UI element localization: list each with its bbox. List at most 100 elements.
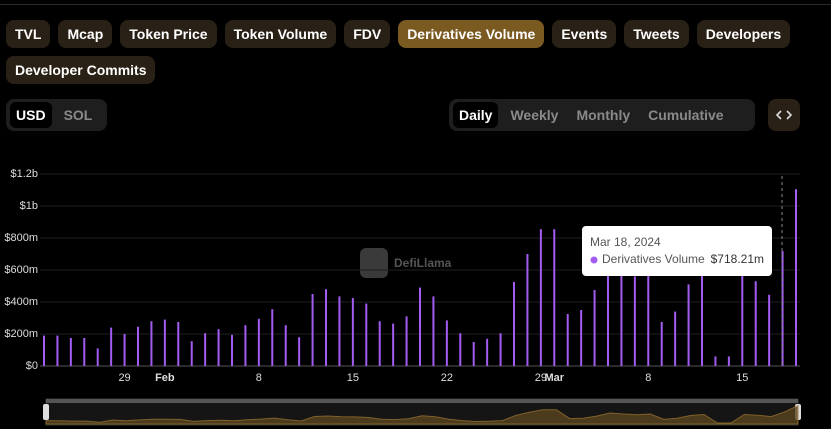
tooltip-value: $718.21m xyxy=(711,252,764,266)
bar xyxy=(620,270,623,366)
bar xyxy=(110,327,113,366)
bar xyxy=(123,334,126,366)
x-tick-label: 22 xyxy=(441,372,453,384)
bar xyxy=(781,251,784,366)
y-tick-label: $1b xyxy=(20,200,38,212)
tab[interactable]: Derivatives Volume xyxy=(398,20,545,48)
bar xyxy=(687,284,690,366)
x-tick-label: 8 xyxy=(645,372,651,384)
bar xyxy=(405,316,408,366)
tab[interactable]: Token Volume xyxy=(224,20,337,48)
bar xyxy=(137,326,139,366)
bar xyxy=(727,356,730,366)
bar xyxy=(741,274,744,366)
bar xyxy=(486,338,489,366)
tab[interactable]: Token Price xyxy=(120,20,217,48)
y-tick-label: $1.2b xyxy=(10,168,38,180)
bar xyxy=(83,338,86,366)
bar xyxy=(271,309,274,366)
bar xyxy=(311,294,314,366)
bar xyxy=(365,303,368,366)
period-toggle: Daily Weekly Monthly Cumulative xyxy=(449,99,755,131)
bar xyxy=(633,276,636,366)
period-option[interactable]: Cumulative xyxy=(648,107,724,123)
x-tick-label: 29 xyxy=(535,372,547,384)
y-tick-label: $600m xyxy=(4,264,38,276)
tab-bar: TVL Mcap Token Price Token Volume FDV Derivat… xyxy=(6,20,806,84)
bar xyxy=(419,287,421,366)
y-tick-label: $400m xyxy=(4,296,38,308)
bar xyxy=(150,321,153,366)
bar xyxy=(231,334,233,366)
bar xyxy=(553,229,556,366)
bar xyxy=(56,335,59,366)
x-tick-label: Mar xyxy=(545,372,565,384)
bar xyxy=(432,296,435,366)
period-option[interactable]: Daily xyxy=(453,102,499,128)
brush-handle[interactable] xyxy=(795,404,801,420)
bar xyxy=(392,323,395,366)
tooltip-series: Derivatives Volume xyxy=(602,252,705,266)
bar xyxy=(298,337,301,366)
tab[interactable]: TVL xyxy=(6,20,51,48)
bar xyxy=(204,333,207,366)
y-tick-label: $200m xyxy=(4,328,38,340)
bar xyxy=(660,322,663,366)
bar xyxy=(539,229,542,366)
bar xyxy=(795,189,797,366)
bar xyxy=(325,289,327,366)
brush-bar xyxy=(46,399,798,403)
bar xyxy=(754,281,757,366)
bar xyxy=(338,296,341,366)
bar xyxy=(472,342,475,366)
bar xyxy=(701,274,703,366)
bar xyxy=(284,325,287,366)
bar xyxy=(163,319,166,366)
tooltip-date: Mar 18, 2024 xyxy=(590,235,661,249)
bar xyxy=(526,254,529,366)
bar xyxy=(499,333,502,366)
embed-icon xyxy=(775,110,793,120)
bar xyxy=(257,318,260,366)
x-tick-label: 15 xyxy=(736,372,748,384)
bar xyxy=(566,314,569,366)
bar xyxy=(674,311,677,366)
x-tick-label: 29 xyxy=(118,372,130,384)
bar xyxy=(647,270,650,366)
bar xyxy=(607,260,609,366)
divider xyxy=(0,4,831,5)
bar xyxy=(43,335,45,366)
bar xyxy=(459,333,462,366)
period-option[interactable]: Weekly xyxy=(510,107,559,123)
currency-option[interactable]: USD xyxy=(10,102,52,128)
brush-area xyxy=(45,404,799,425)
bar xyxy=(714,356,717,366)
watermark: DefiLlama xyxy=(360,248,452,278)
brush[interactable] xyxy=(45,398,799,426)
tab[interactable]: FDV xyxy=(344,20,391,48)
currency-option[interactable]: SOL xyxy=(63,107,93,123)
bar xyxy=(96,348,99,366)
tab[interactable]: Tweets xyxy=(624,20,689,48)
bar xyxy=(378,321,381,366)
y-tick-label: $800m xyxy=(4,232,38,244)
currency-toggle: USD SOL xyxy=(6,99,107,131)
bar xyxy=(580,310,583,366)
tab[interactable]: Developers xyxy=(696,20,791,48)
bar xyxy=(177,322,180,366)
brush-handle[interactable] xyxy=(43,404,49,420)
watermark-text: DefiLlama xyxy=(394,256,452,270)
tab[interactable]: Developer Commits xyxy=(6,56,156,84)
tooltip: Mar 18, 2024 Derivatives Volume $718.21m xyxy=(582,226,772,276)
tab[interactable]: Mcap xyxy=(58,20,113,48)
tab[interactable]: Events xyxy=(552,20,617,48)
bar xyxy=(69,338,72,366)
bar xyxy=(244,325,247,366)
bar xyxy=(351,298,354,366)
bar xyxy=(768,294,771,366)
period-option[interactable]: Monthly xyxy=(576,107,631,123)
embed-button[interactable] xyxy=(768,99,800,131)
x-tick-label: 15 xyxy=(347,372,359,384)
bar xyxy=(217,329,220,366)
bar xyxy=(513,282,515,366)
